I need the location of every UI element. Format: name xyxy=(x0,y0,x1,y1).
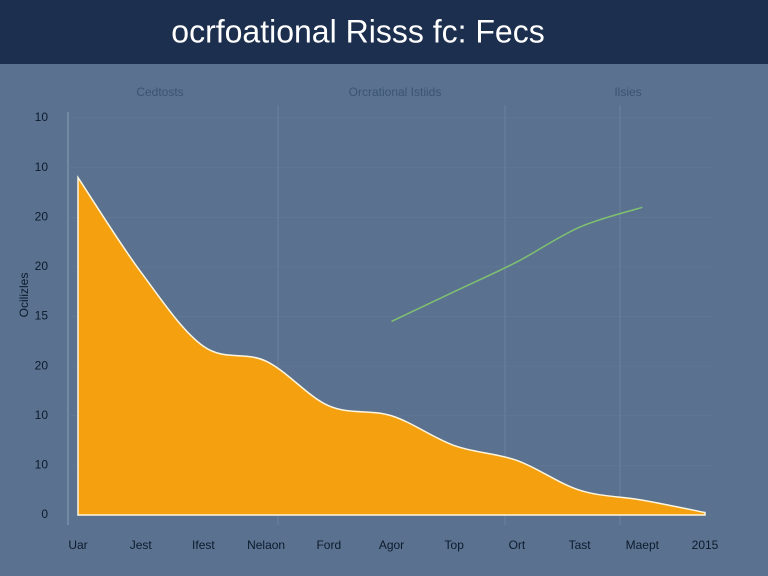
column-header: Orcrational Istiids xyxy=(349,85,442,99)
y-axis-label: Ocilizles xyxy=(17,273,31,318)
y-tick-label: 10 xyxy=(35,110,49,124)
column-header: Ilsies xyxy=(614,85,641,99)
y-tick-label: 15 xyxy=(35,309,49,323)
y-tick-label: 20 xyxy=(35,259,49,273)
x-tick-label: Uar xyxy=(68,538,87,552)
y-tick-label: 10 xyxy=(35,458,49,472)
x-tick-label: Ort xyxy=(509,538,526,552)
y-tick-label: 20 xyxy=(35,209,49,223)
y-tick-label: 20 xyxy=(35,358,49,372)
x-tick-label: Maept xyxy=(626,538,660,552)
x-tick-label: 2015 xyxy=(692,538,719,552)
column-header: Cedtosts xyxy=(136,85,183,99)
area xyxy=(77,175,706,516)
header-bar xyxy=(0,0,768,64)
chart-title: ocrfoational Risss fc: Fecs xyxy=(171,13,544,49)
x-tick-label: Tast xyxy=(569,538,592,552)
x-tick-label: Ford xyxy=(316,538,341,552)
x-tick-label: Top xyxy=(445,538,465,552)
y-tick-label: 10 xyxy=(35,160,49,174)
line xyxy=(391,206,643,323)
x-tick-label: Ifest xyxy=(192,538,215,552)
x-tick-label: Nelaon xyxy=(247,538,285,552)
y-tick-label: 0 xyxy=(41,507,48,521)
x-tick-label: Jest xyxy=(130,538,153,552)
x-tick-label: Agor xyxy=(379,538,404,552)
y-tick-label: 10 xyxy=(35,408,49,422)
